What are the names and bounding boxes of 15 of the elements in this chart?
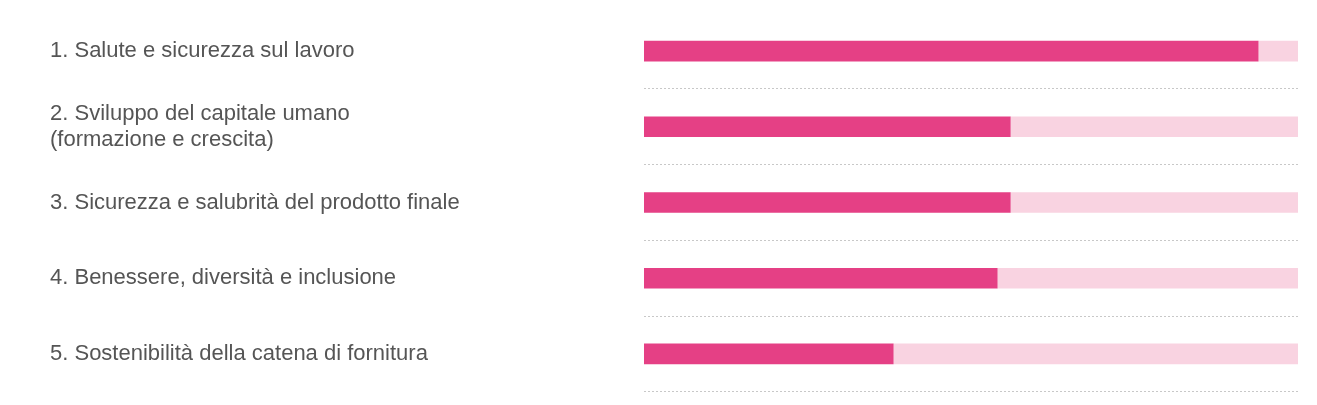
bar xyxy=(1009,116,1298,138)
y-tick-label: 2. Sviluppo del capitale umano (formazione e crescita) xyxy=(50,99,350,152)
bar xyxy=(644,192,1011,213)
bar xyxy=(644,116,1011,138)
bar xyxy=(644,267,998,289)
bar xyxy=(1009,192,1298,213)
bar xyxy=(1257,40,1298,62)
bar xyxy=(996,267,1298,289)
y-tick-label: 4. Benessere, diversità e inclusione xyxy=(50,264,397,290)
bar xyxy=(892,343,1298,365)
y-tick-label: 1. Salute e sicurezza sul lavoro xyxy=(50,37,355,63)
y-tick-label: 5. Sostenibilità della catena di fornitura xyxy=(50,340,429,365)
y-tick-label: 3. Sicurezza e salubrità del prodotto finale xyxy=(50,188,460,214)
bar xyxy=(644,40,1259,62)
bar xyxy=(644,343,894,365)
